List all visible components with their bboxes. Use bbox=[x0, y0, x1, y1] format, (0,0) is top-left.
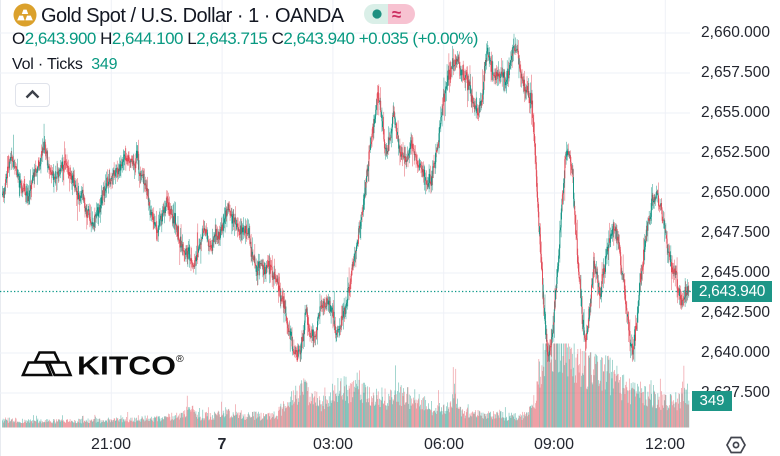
svg-text:KITCO: KITCO bbox=[77, 351, 176, 380]
svg-text:®: ® bbox=[176, 353, 184, 365]
svg-text:≈: ≈ bbox=[392, 5, 401, 24]
